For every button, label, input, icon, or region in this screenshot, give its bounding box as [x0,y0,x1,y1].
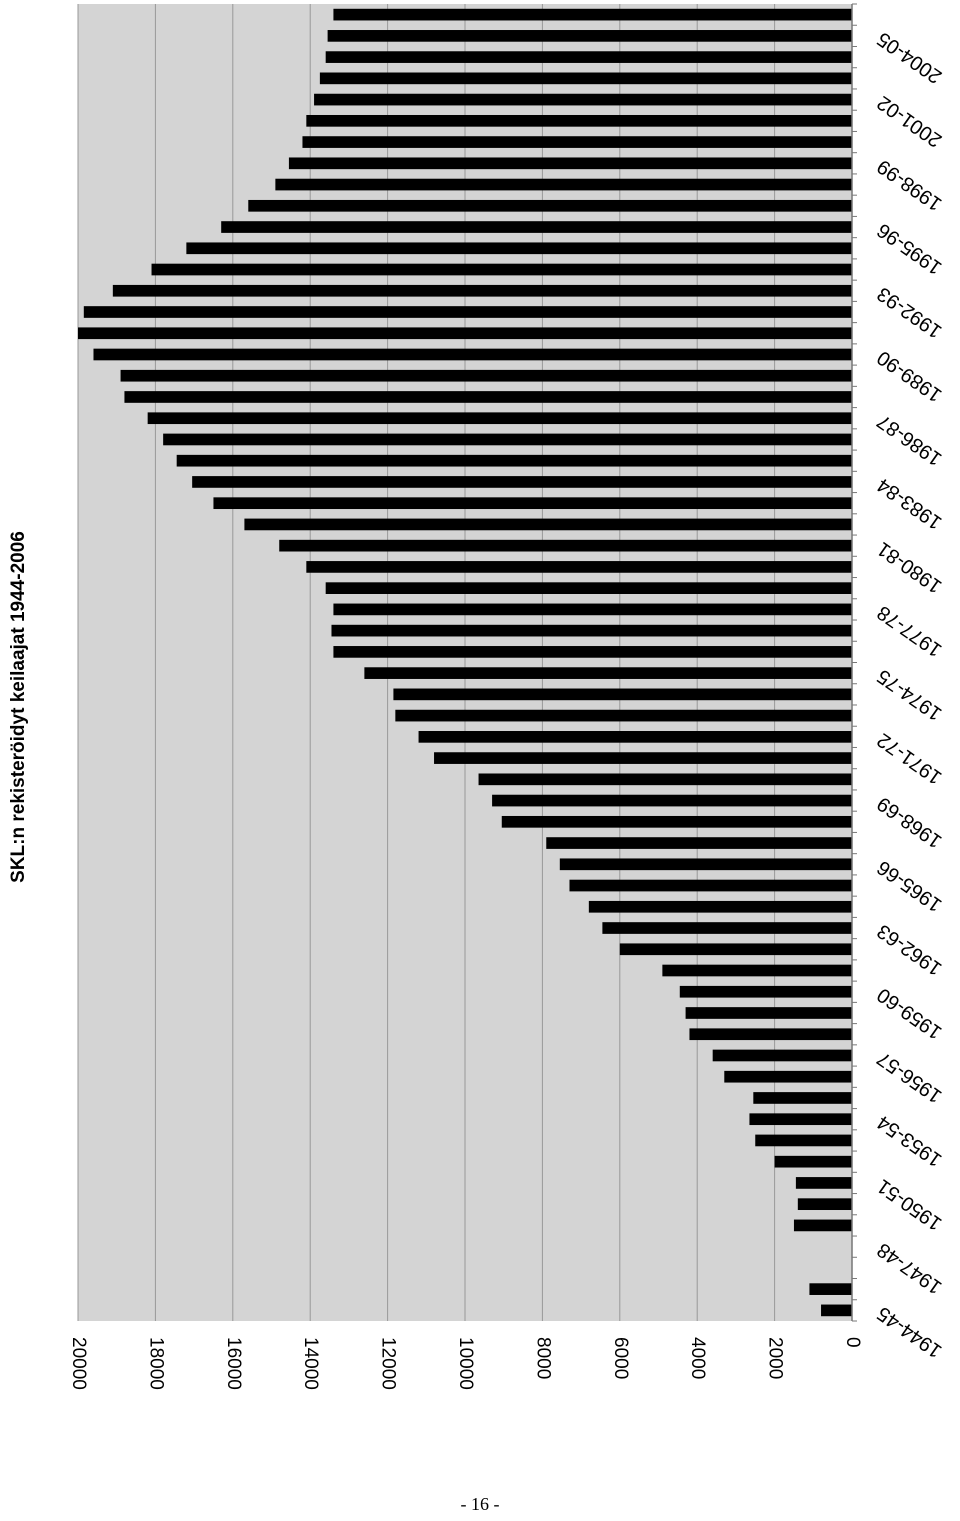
bar [434,752,852,764]
bar [327,30,852,42]
chart-title: SKL:n rekisteröidyt keilaajat 1944-2006 [8,531,29,883]
bar [619,943,852,956]
bar [192,476,853,488]
bar [685,1007,852,1019]
category-tick-label: 1980-81 [873,537,946,597]
bar [492,794,852,807]
bar [325,582,852,594]
bar [755,1134,852,1147]
category-tick-label: 1956-57 [873,1047,946,1107]
category-tick-label: 1998-99 [873,155,946,215]
bar [221,221,852,233]
bar [93,348,853,361]
plot-area [77,3,857,1322]
bar [151,263,852,276]
category-tick-label: 1947-48 [873,1238,946,1298]
bar [569,879,852,892]
bar [364,667,852,679]
bar [302,136,853,148]
category-tick-label: 1953-54 [873,1111,946,1171]
value-tick-label: 8000 [532,1337,553,1379]
value-tick-label: 2000 [765,1337,786,1379]
category-tick-label: 1959-60 [873,983,946,1043]
value-tick-label: 12000 [378,1337,399,1390]
bar [333,8,852,21]
category-tick-label: 1995-96 [873,219,946,279]
bar [418,731,852,743]
bar [176,454,852,467]
bar [288,157,852,170]
bar [213,497,852,510]
bar [120,369,852,382]
bar [393,688,852,701]
bar [821,1304,852,1317]
bar [501,815,852,828]
bar [774,1155,852,1168]
category-tick-label: 1968-69 [873,792,946,852]
category-tick-label: 1974-75 [873,665,946,725]
bar [749,1113,852,1126]
bar [712,1049,852,1062]
bar [331,624,852,637]
bar [314,93,852,106]
value-tick-labels: 0 2000 4000 6000 8000 10000 12000 14000 16000 180… [68,1337,863,1390]
value-tick-label: 10000 [455,1337,476,1390]
bar [306,561,853,573]
bar [478,773,852,786]
category-tick-labels: 1944-451947-481950-511953-541956-571959-… [873,27,946,1362]
value-tick-label: 6000 [610,1337,631,1379]
value-tick-label: 4000 [687,1337,708,1379]
value-tick-label: 20000 [68,1337,89,1390]
bar [689,1028,852,1041]
bar [147,412,852,425]
bar [279,539,852,552]
category-tick-label: 1989-90 [873,346,946,406]
value-tick-label: 16000 [223,1337,244,1390]
bar [679,985,852,998]
category-tick-label: 2004-05 [873,27,946,87]
bar [163,433,852,446]
bar [797,1198,852,1211]
value-tick-label: 14000 [300,1337,321,1390]
bar [325,51,852,63]
category-tick-label: 1944-45 [873,1302,946,1362]
bar [546,837,852,849]
category-tick-label: 1965-66 [873,856,946,916]
page-number: - 16 - [460,1494,500,1514]
category-tick-label: 1962-63 [873,920,946,980]
bar [333,646,852,658]
bar [662,964,852,977]
bar [248,199,852,212]
bar [588,900,852,913]
bar [809,1283,852,1295]
category-tick-label: 1983-84 [873,474,946,534]
bar [112,284,852,297]
bar [306,114,853,127]
bar [795,1177,852,1189]
category-tick-label: 2001-02 [873,91,946,151]
value-tick-label: 18000 [145,1337,166,1390]
bar [793,1219,852,1232]
value-tick-label: 0 [842,1337,863,1348]
bar [244,518,852,531]
bar [83,306,853,318]
bar [395,709,852,722]
category-tick-label: 1986-87 [873,410,946,470]
category-tick-label: 1950-51 [873,1175,946,1235]
bar [319,72,852,85]
category-tick-label: 1971-72 [873,728,946,788]
bar [124,391,852,403]
bar [559,858,852,871]
bar [275,178,852,191]
bar [602,922,852,934]
category-tick-label: 1992-93 [873,282,946,342]
bar [78,327,852,340]
bar [753,1092,852,1104]
category-tick-label: 1977-78 [873,601,946,661]
bar [186,242,853,255]
bar [333,603,852,616]
bar [724,1070,852,1083]
